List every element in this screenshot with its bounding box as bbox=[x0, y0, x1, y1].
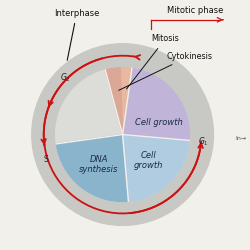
Text: DNA
synthesis: DNA synthesis bbox=[79, 155, 118, 174]
Text: Cell
growth: Cell growth bbox=[134, 150, 163, 170]
Wedge shape bbox=[105, 68, 122, 134]
Wedge shape bbox=[120, 68, 132, 134]
Text: Mitotic phase: Mitotic phase bbox=[167, 6, 224, 15]
Text: Interphase: Interphase bbox=[54, 9, 100, 60]
Text: Cell growth: Cell growth bbox=[135, 118, 183, 127]
Circle shape bbox=[56, 68, 190, 202]
Wedge shape bbox=[122, 134, 189, 201]
Text: $G_1$: $G_1$ bbox=[198, 135, 208, 148]
Text: Cytokinesis: Cytokinesis bbox=[119, 52, 212, 90]
Text: Mitosis: Mitosis bbox=[126, 34, 179, 89]
Wedge shape bbox=[122, 68, 190, 140]
Text: $G_2$: $G_2$ bbox=[60, 71, 71, 84]
Wedge shape bbox=[56, 134, 128, 202]
Circle shape bbox=[32, 44, 214, 226]
Text: In→: In→ bbox=[236, 136, 246, 141]
Text: S: S bbox=[44, 155, 48, 164]
